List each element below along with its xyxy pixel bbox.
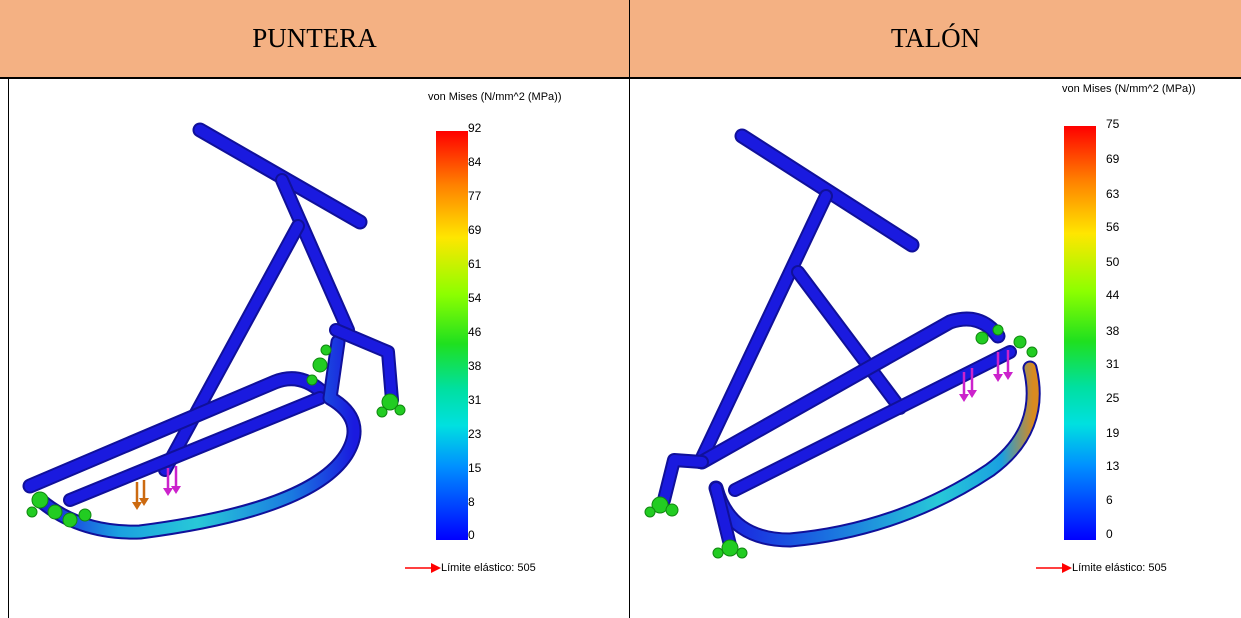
tick-label: 8: [468, 495, 475, 509]
frame-model-puntera: [22, 122, 406, 540]
tick-label: 13: [1106, 459, 1120, 473]
header-puntera: PUNTERA: [0, 0, 629, 78]
tick-label: 15: [468, 461, 482, 475]
stress-legend-title: von Mises (N/mm^2 (MPa)): [1062, 83, 1196, 95]
stress-colorbar: [436, 131, 468, 540]
tick-label: 0: [1106, 527, 1113, 541]
tick-label: 31: [1106, 357, 1120, 371]
left-border: [8, 78, 9, 618]
tick-label: 77: [468, 189, 482, 203]
tick-label: 25: [1106, 391, 1120, 405]
tick-label: 69: [1106, 152, 1120, 166]
tick-label: 31: [468, 393, 482, 407]
tick-label: 84: [468, 155, 482, 169]
tick-label: 46: [468, 325, 482, 339]
tick-label: 61: [468, 257, 482, 271]
yield-strength-label: Límite elástico: 505: [441, 562, 536, 574]
yield-arrow-icon: [405, 563, 441, 573]
column-divider: [629, 0, 630, 618]
tick-label: 63: [1106, 187, 1120, 201]
stress-legend-title: von Mises (N/mm^2 (MPa)): [428, 91, 562, 103]
tick-label: 50: [1106, 255, 1120, 269]
tick-label: 38: [1106, 324, 1120, 338]
frame-model-talon: [644, 128, 1041, 559]
yield-arrow-icon: [1036, 563, 1072, 573]
tick-label: 56: [1106, 220, 1120, 234]
tick-label: 44: [1106, 288, 1120, 302]
tick-label: 19: [1106, 426, 1120, 440]
tick-label: 38: [468, 359, 482, 373]
tick-label: 92: [468, 121, 482, 135]
tick-label: 75: [1106, 117, 1120, 131]
tick-label: 0: [468, 528, 475, 542]
tick-label: 6: [1106, 493, 1113, 507]
stress-colorbar: [1064, 126, 1096, 540]
header-talon: TALÓN: [630, 0, 1241, 78]
yield-strength-label: Límite elástico: 505: [1072, 562, 1167, 574]
header-divider: [0, 78, 1241, 79]
tick-label: 69: [468, 223, 482, 237]
tick-label: 54: [468, 291, 482, 305]
tick-label: 23: [468, 427, 482, 441]
